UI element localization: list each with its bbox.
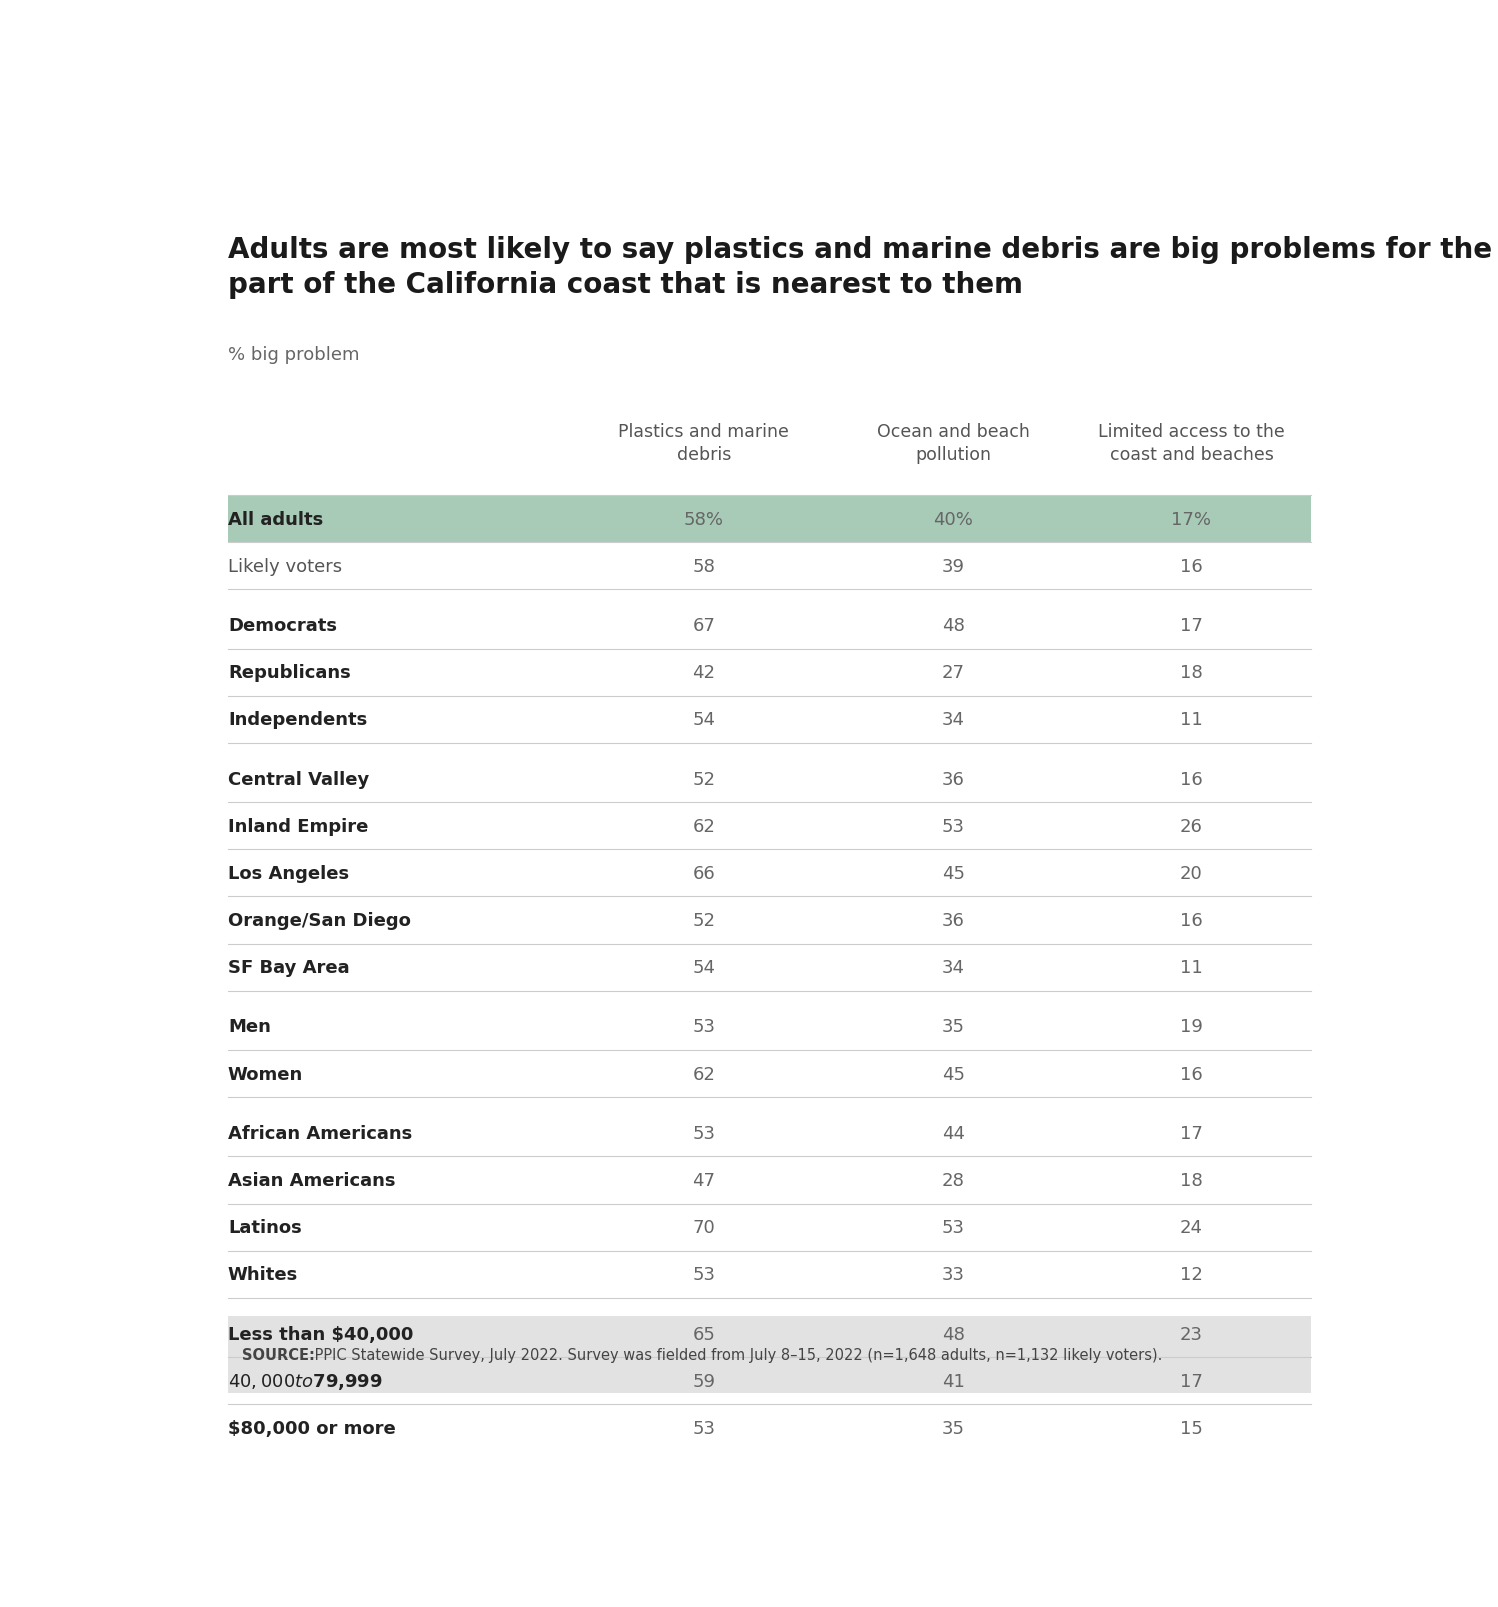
Text: 33: 33 bbox=[942, 1265, 965, 1284]
Text: 36: 36 bbox=[942, 770, 965, 789]
Text: $80,000 or more: $80,000 or more bbox=[228, 1419, 395, 1437]
Bar bbox=[228, 497, 1311, 543]
Text: 35: 35 bbox=[942, 1017, 965, 1037]
Text: 58%: 58% bbox=[685, 511, 724, 529]
Text: 26: 26 bbox=[1180, 818, 1203, 836]
Text: Women: Women bbox=[228, 1065, 303, 1083]
Text: 15: 15 bbox=[1180, 1419, 1203, 1437]
Text: 18: 18 bbox=[1180, 664, 1203, 681]
Text: 52: 52 bbox=[692, 770, 716, 789]
Text: % big problem: % big problem bbox=[228, 346, 360, 365]
Text: 62: 62 bbox=[692, 1065, 716, 1083]
Text: 16: 16 bbox=[1180, 1065, 1203, 1083]
Text: Ocean and beach
pollution: Ocean and beach pollution bbox=[876, 423, 1031, 464]
Text: $40,000 to $79,999: $40,000 to $79,999 bbox=[228, 1371, 383, 1390]
Text: 20: 20 bbox=[1180, 865, 1203, 882]
Text: Orange/San Diego: Orange/San Diego bbox=[228, 911, 410, 929]
Text: Likely voters: Likely voters bbox=[228, 558, 342, 575]
Text: 70: 70 bbox=[692, 1218, 715, 1236]
Text: 11: 11 bbox=[1180, 710, 1203, 730]
Text: Latinos: Latinos bbox=[228, 1218, 301, 1236]
Text: African Americans: African Americans bbox=[228, 1125, 412, 1143]
Text: 54: 54 bbox=[692, 958, 716, 977]
Text: 53: 53 bbox=[942, 818, 965, 836]
Text: Whites: Whites bbox=[228, 1265, 298, 1284]
Text: 35: 35 bbox=[942, 1419, 965, 1437]
Text: 24: 24 bbox=[1180, 1218, 1203, 1236]
Text: 34: 34 bbox=[942, 710, 965, 730]
Text: 27: 27 bbox=[942, 664, 965, 681]
Text: 65: 65 bbox=[692, 1324, 716, 1343]
Text: 34: 34 bbox=[942, 958, 965, 977]
Text: Plastics and marine
debris: Plastics and marine debris bbox=[619, 423, 789, 464]
Text: PPIC Statewide Survey, July 2022. Survey was fielded from July 8–15, 2022 (n=1,6: PPIC Statewide Survey, July 2022. Survey… bbox=[310, 1347, 1162, 1363]
Text: 59: 59 bbox=[692, 1372, 716, 1390]
Text: 44: 44 bbox=[942, 1125, 965, 1143]
Text: 18: 18 bbox=[1180, 1172, 1203, 1189]
Text: 19: 19 bbox=[1180, 1017, 1203, 1037]
Text: All adults: All adults bbox=[228, 511, 324, 529]
Text: Central Valley: Central Valley bbox=[228, 770, 369, 789]
Text: 53: 53 bbox=[692, 1125, 716, 1143]
Text: 17: 17 bbox=[1180, 617, 1203, 635]
Text: Los Angeles: Los Angeles bbox=[228, 865, 349, 882]
Text: 45: 45 bbox=[942, 1065, 965, 1083]
Text: Adults are most likely to say plastics and marine debris are big problems for th: Adults are most likely to say plastics a… bbox=[228, 236, 1492, 299]
Text: 53: 53 bbox=[692, 1265, 716, 1284]
Text: 62: 62 bbox=[692, 818, 716, 836]
Text: 41: 41 bbox=[942, 1372, 965, 1390]
Text: 17%: 17% bbox=[1171, 511, 1212, 529]
Text: Limited access to the
coast and beaches: Limited access to the coast and beaches bbox=[1098, 423, 1285, 464]
Text: 67: 67 bbox=[692, 617, 716, 635]
Text: Inland Empire: Inland Empire bbox=[228, 818, 369, 836]
Text: 11: 11 bbox=[1180, 958, 1203, 977]
Text: 17: 17 bbox=[1180, 1372, 1203, 1390]
Text: Democrats: Democrats bbox=[228, 617, 337, 635]
Text: 47: 47 bbox=[692, 1172, 716, 1189]
Text: 17: 17 bbox=[1180, 1125, 1203, 1143]
Text: 16: 16 bbox=[1180, 911, 1203, 929]
Text: SOURCE:: SOURCE: bbox=[241, 1347, 315, 1363]
Text: 36: 36 bbox=[942, 911, 965, 929]
Text: 48: 48 bbox=[942, 617, 965, 635]
Text: 12: 12 bbox=[1180, 1265, 1203, 1284]
Text: Less than $40,000: Less than $40,000 bbox=[228, 1324, 413, 1343]
Text: Republicans: Republicans bbox=[228, 664, 351, 681]
Text: 58: 58 bbox=[692, 558, 716, 575]
Text: 23: 23 bbox=[1180, 1324, 1203, 1343]
Text: Asian Americans: Asian Americans bbox=[228, 1172, 395, 1189]
Bar bbox=[228, 1316, 1311, 1393]
Text: 16: 16 bbox=[1180, 558, 1203, 575]
Text: 48: 48 bbox=[942, 1324, 965, 1343]
Text: 16: 16 bbox=[1180, 770, 1203, 789]
Text: 53: 53 bbox=[692, 1419, 716, 1437]
Text: 54: 54 bbox=[692, 710, 716, 730]
Text: 28: 28 bbox=[942, 1172, 965, 1189]
Text: 53: 53 bbox=[692, 1017, 716, 1037]
Text: Independents: Independents bbox=[228, 710, 367, 730]
Text: 52: 52 bbox=[692, 911, 716, 929]
Text: 53: 53 bbox=[942, 1218, 965, 1236]
Text: 42: 42 bbox=[692, 664, 716, 681]
Text: 40%: 40% bbox=[933, 511, 974, 529]
Text: SF Bay Area: SF Bay Area bbox=[228, 958, 349, 977]
Text: 39: 39 bbox=[942, 558, 965, 575]
Text: 66: 66 bbox=[692, 865, 715, 882]
Text: 45: 45 bbox=[942, 865, 965, 882]
Text: Men: Men bbox=[228, 1017, 271, 1037]
